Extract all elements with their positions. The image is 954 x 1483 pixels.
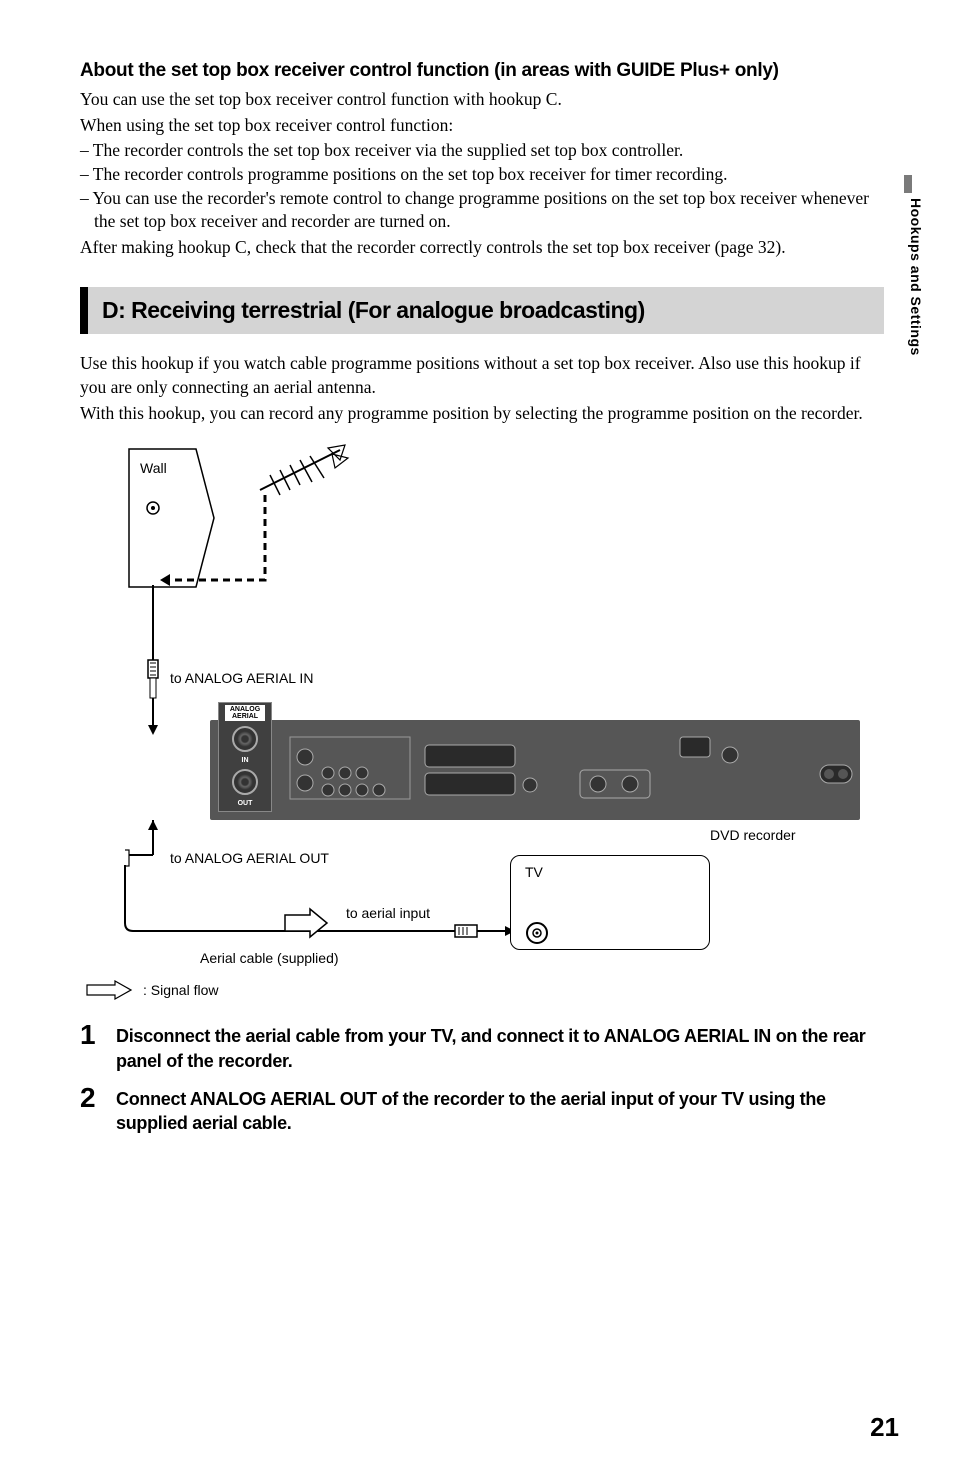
- bullet-item: – The recorder controls the set top box …: [80, 139, 884, 163]
- dvd-recorder-label: DVD recorder: [710, 827, 796, 843]
- signal-flow-legend: : Signal flow: [85, 980, 218, 1000]
- rear-panel-ports: [280, 725, 860, 815]
- signal-flow-text: : Signal flow: [143, 982, 218, 998]
- analog-aerial-label: ANALOG AERIAL: [225, 705, 265, 721]
- bullet-item: – The recorder controls programme positi…: [80, 163, 884, 187]
- about-bullet-list: – The recorder controls the set top box …: [80, 139, 884, 234]
- aerial-panel: ANALOG AERIAL IN OUT: [218, 702, 272, 812]
- cable-from-wall: [146, 585, 166, 735]
- cable-to-tv: [115, 853, 535, 953]
- section-d-header: D: Receiving terrestrial (For analogue b…: [80, 287, 884, 334]
- section-d-para1: Use this hookup if you watch cable progr…: [80, 352, 884, 399]
- dvd-recorder-rear: ANALOG AERIAL IN OUT: [210, 720, 860, 820]
- side-tab-marker: [904, 175, 912, 193]
- wall-label: Wall: [140, 460, 167, 476]
- page-number: 21: [870, 1412, 899, 1443]
- tv-box: TV: [510, 855, 710, 950]
- dashed-connection: [150, 485, 350, 635]
- aerial-in-port: [232, 726, 258, 752]
- step-text: Disconnect the aerial cable from your TV…: [116, 1020, 884, 1073]
- aerial-out-port: [232, 769, 258, 795]
- section-d-title: D: Receiving terrestrial (For analogue b…: [102, 297, 870, 324]
- signal-arrow-icon: [85, 980, 135, 1000]
- step-number: 2: [80, 1083, 116, 1114]
- side-section-label: Hookups and Settings: [908, 198, 924, 356]
- in-label: IN: [219, 757, 271, 764]
- aerial-cable-label: Aerial cable (supplied): [200, 950, 339, 966]
- about-intro-2: When using the set top box receiver cont…: [80, 114, 884, 138]
- to-aerial-input-label: to aerial input: [330, 905, 430, 921]
- section-d-para2: With this hookup, you can record any pro…: [80, 402, 884, 426]
- hookup-diagram: Wall to ANALOG AERIAL: [110, 445, 870, 1005]
- about-intro-1: You can use the set top box receiver con…: [80, 88, 884, 112]
- bullet-item: – You can use the recorder's remote cont…: [80, 187, 884, 234]
- about-outro: After making hookup C, check that the re…: [80, 236, 884, 260]
- step-text: Connect ANALOG AERIAL OUT of the recorde…: [116, 1083, 884, 1136]
- manual-page: Hookups and Settings About the set top b…: [0, 0, 954, 1483]
- step-number: 1: [80, 1020, 116, 1051]
- step-item: 2 Connect ANALOG AERIAL OUT of the recor…: [80, 1083, 884, 1136]
- step-item: 1 Disconnect the aerial cable from your …: [80, 1020, 884, 1073]
- out-label: OUT: [219, 800, 271, 807]
- to-aerial-in-label: to ANALOG AERIAL IN: [170, 670, 313, 686]
- tv-label: TV: [525, 864, 543, 880]
- about-heading: About the set top box receiver control f…: [80, 60, 884, 82]
- tv-aerial-port: [525, 921, 555, 951]
- steps-list: 1 Disconnect the aerial cable from your …: [80, 1020, 884, 1135]
